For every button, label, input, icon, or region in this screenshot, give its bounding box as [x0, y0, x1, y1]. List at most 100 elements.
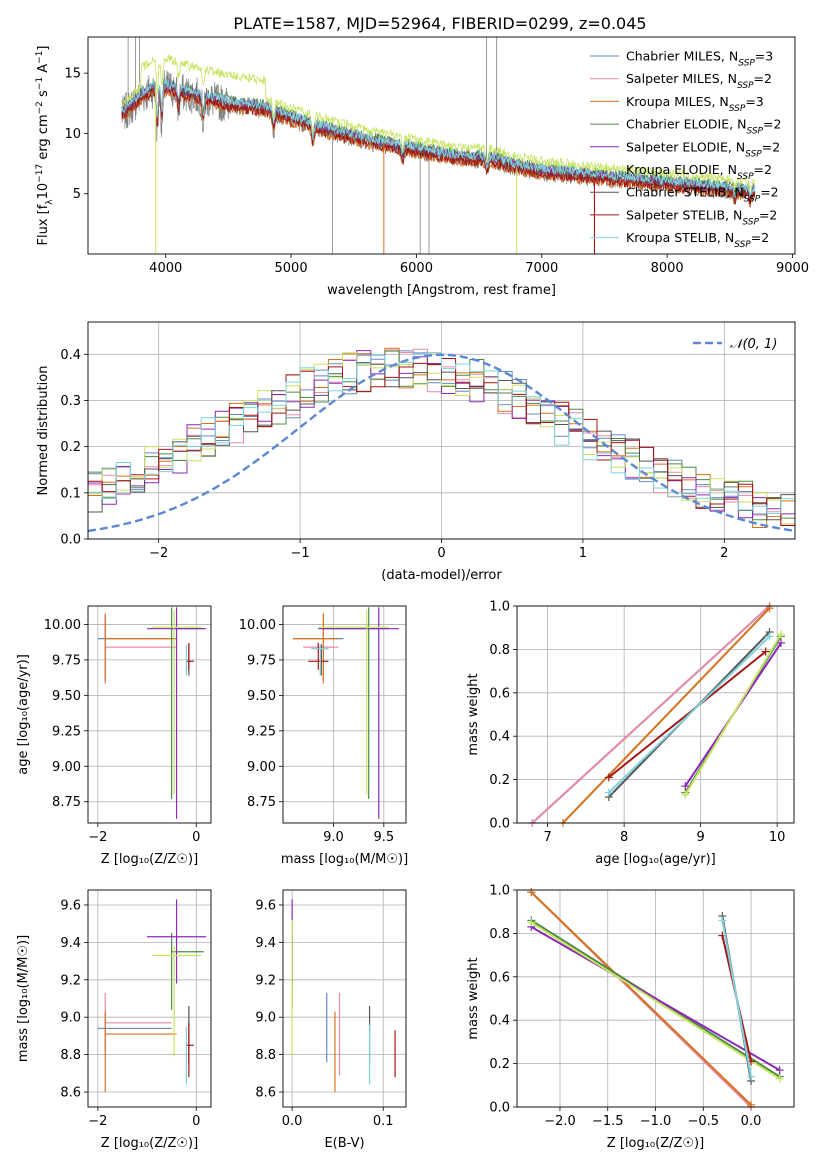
y-tick-label: 9.2: [60, 973, 81, 988]
y-tick-label: 9.4: [255, 936, 276, 951]
y-axis-label: mass weight: [466, 673, 481, 755]
x-tick-label: 8: [620, 830, 628, 845]
axes-spectrum: 4000 5000 6000 7000 8000 9000 5 10 15 wavelength …: [35, 36, 809, 298]
errorbar-kroupa_elodie: [151, 610, 202, 795]
y-tick-label: 9.6: [60, 898, 81, 913]
y-tick-label: 0.3: [60, 394, 81, 409]
x-tick-label: 0.0: [282, 1114, 303, 1129]
legend-entry-salpeter_elodie: Salpeter ELODIE, NSSP=2: [626, 139, 780, 159]
x-tick-label: 0.0: [741, 1114, 762, 1129]
y-tick-label: 9.0: [60, 1011, 81, 1026]
weight-line-salpeter_miles: [531, 606, 771, 823]
y-tick-label: 0.2: [60, 440, 81, 455]
weight-marker-kroupa_elodie: [775, 1074, 784, 1083]
weight-marker-kroupa_stelib: [604, 788, 613, 797]
y-tick-label: 15: [64, 67, 81, 82]
x-tick-label: 8000: [651, 261, 684, 276]
histogram-kroupa_stelib: [88, 352, 795, 539]
y-tick-label: 9.2: [255, 973, 276, 988]
weight-line-kroupa_elodie: [684, 633, 782, 796]
y-tick-label: 0.1: [60, 486, 81, 501]
errorbar-salpeter_elodie: [147, 899, 207, 984]
plot-area: [283, 606, 406, 823]
errorbar-salpeter_stelib: [186, 642, 194, 670]
y-tick-label: 1.0: [489, 884, 510, 899]
x-tick-label: −2: [88, 1114, 107, 1129]
x-tick-label: 6000: [400, 261, 433, 276]
weight-line-salpeter_elodie: [530, 926, 781, 1071]
y-tick-label: 9.0: [255, 1011, 276, 1026]
axes-age_vs_mass: 9.0 9.5 8.75 9.00 9.25 9.50 9.75 10.00 mass [log…: [239, 605, 408, 867]
y-tick-label: 0.6: [489, 686, 510, 701]
axes-residual_histogram: −2 −1 0 1 2 0.0 0.1 0.2 0.3 0.4 (data-model)/error…: [36, 321, 796, 583]
x-tick-label: −1.5: [592, 1114, 624, 1129]
model-line-kroupa_elodie: [121, 54, 756, 191]
errorbar-salpeter_elodie: [318, 607, 399, 819]
y-tick-label: 8.6: [60, 1086, 81, 1101]
y-tick-label: 9.25: [52, 724, 81, 739]
x-axis-label: wavelength [Angstrom, rest frame]: [327, 283, 556, 298]
plot-area: [283, 890, 406, 1107]
x-tick-label: 5000: [275, 261, 308, 276]
model-line-salpeter_stelib: [121, 86, 756, 205]
errorbar-kroupa_miles: [293, 614, 339, 682]
y-tick-label: 0.2: [489, 773, 510, 788]
errorbar-kroupa_elodie: [151, 946, 202, 1057]
weight-line-kroupa_stelib: [608, 635, 771, 794]
x-tick-label: −1.0: [640, 1114, 672, 1129]
axes-mass_vs_Z: −2 0 8.6 8.8 9.0 9.2 9.4 9.6 Z [log₁₀(Z/Z☉)] mass…: [16, 889, 212, 1151]
axes-age_vs_Z: −2 0 8.75 9.00 9.25 9.50 9.75 10.00 Z [log₁₀(Z/Z…: [16, 605, 212, 867]
weight-marker-salpeter_elodie: [775, 1066, 784, 1075]
errorbar-salpeter_stelib: [186, 1022, 194, 1078]
y-axis-label: mass weight: [466, 957, 481, 1039]
plot-area: [517, 606, 794, 823]
weight-marker-salpeter_stelib: [604, 773, 613, 782]
y-tick-label: 0.0: [489, 817, 510, 832]
axes-border: [87, 321, 796, 540]
errorbar-kroupa_miles: [104, 614, 177, 682]
legend-entry-salpeter_stelib: Salpeter STELIB, NSSP=2: [626, 207, 777, 227]
axes-border: [516, 889, 795, 1108]
y-tick-label: 0.4: [489, 730, 510, 745]
axes-border: [87, 889, 212, 1108]
x-tick-label: 10: [769, 830, 786, 845]
axes-border: [516, 605, 795, 824]
y-tick-label: 5: [73, 187, 81, 202]
weight-marker-kroupa_elodie: [681, 790, 690, 799]
x-tick-label: −2: [88, 830, 107, 845]
legend: 𝒩(0, 1): [693, 337, 777, 352]
weight-marker-kroupa_elodie: [527, 918, 536, 927]
y-tick-label: 1.0: [489, 600, 510, 615]
x-tick-label: −2: [149, 546, 168, 561]
y-tick-label: 8.8: [60, 1048, 81, 1063]
y-tick-label: 8.75: [52, 795, 81, 810]
plot-area: [88, 606, 211, 823]
axes-border: [282, 605, 407, 824]
y-tick-label: 9.75: [247, 653, 276, 668]
legend-entry-kroupa_stelib: Kroupa STELIB, NSSP=2: [626, 230, 769, 250]
x-axis-label: mass [log₁₀(M/M☉)]: [281, 852, 408, 867]
x-tick-label: 0: [437, 546, 445, 561]
weight-marker-kroupa_miles: [747, 1100, 756, 1109]
weight-marker-kroupa_stelib: [718, 916, 727, 925]
y-tick-label: 9.00: [52, 760, 81, 775]
weight-line-kroupa_miles: [530, 891, 752, 1106]
x-tick-label: −2.0: [544, 1114, 576, 1129]
x-tick-label: 9: [697, 830, 705, 845]
axes-weight_vs_Z: −2.0 −1.5 −1.0 −0.5 0.0 0.0 0.2 0.4 0.6 0.8 1.0 Z […: [466, 884, 795, 1151]
weight-marker-kroupa_elodie: [776, 630, 785, 639]
weight-marker-kroupa_stelib: [747, 1072, 756, 1081]
y-tick-label: 0.4: [489, 1014, 510, 1029]
y-tick-label: 9.6: [255, 898, 276, 913]
y-tick-label: 9.25: [247, 724, 276, 739]
y-tick-label: 10.00: [44, 618, 81, 633]
x-tick-label: 4000: [149, 261, 182, 276]
y-tick-label: 9.75: [52, 653, 81, 668]
model-line-kroupa_stelib: [121, 78, 756, 198]
y-tick-label: 9.00: [247, 760, 276, 775]
x-tick-label: 2: [720, 546, 728, 561]
y-tick-label: 0.2: [489, 1057, 510, 1072]
weight-marker-kroupa_miles: [765, 604, 774, 613]
